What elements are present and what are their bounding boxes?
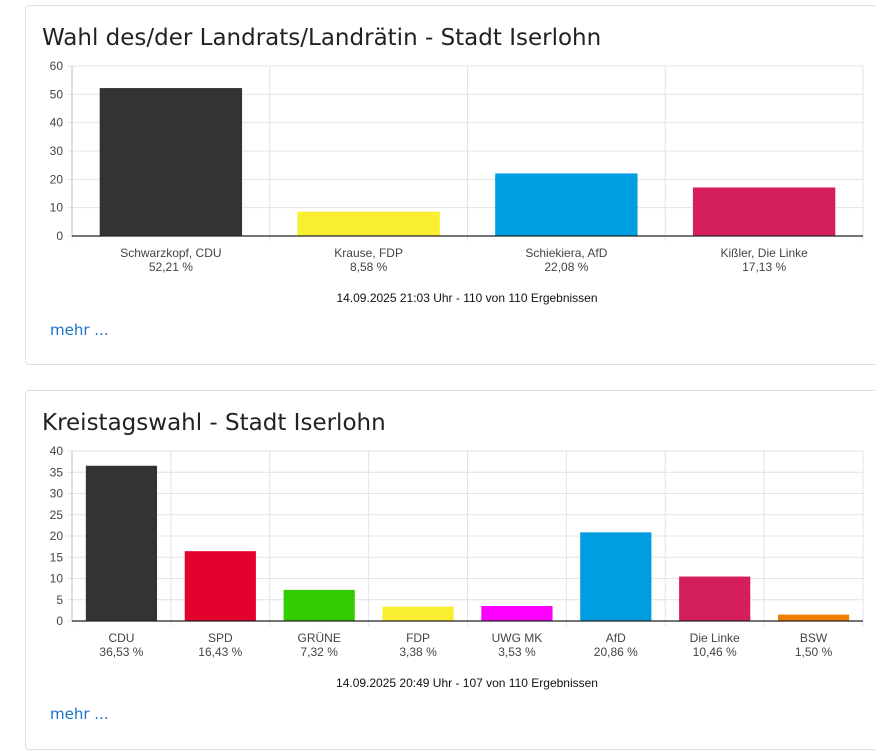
bar-afd (580, 532, 652, 621)
kreistag-bar-chart: 0 5 10 15 20 25 30 35 40 CDU 36,53 % SPD 16,43 % GRÜN… (26, 443, 875, 708)
y-tick-label: 25 (50, 508, 64, 522)
value-label: 20,86 % (594, 645, 638, 659)
landrat-election-card: Wahl des/der Landrats/Landrätin - Stadt … (25, 5, 875, 365)
value-label: 16,43 % (198, 645, 242, 659)
y-tick-label: 40 (50, 116, 64, 130)
bar-gr-ne (283, 589, 355, 621)
chart-footnote: 14.09.2025 21:03 Uhr - 110 von 110 Ergeb… (336, 291, 597, 305)
value-label: 22,08 % (544, 260, 588, 274)
bar-schwarzkopf-cdu (99, 88, 243, 236)
value-label: 3,38 % (399, 645, 437, 659)
category-label: GRÜNE (298, 631, 341, 645)
landrat-more-link[interactable]: mehr ... (50, 321, 109, 339)
y-tick-label: 10 (50, 572, 64, 586)
category-label: BSW (800, 631, 828, 645)
y-tick-label: 50 (50, 87, 64, 101)
y-tick-label: 5 (56, 593, 63, 607)
landrat-chart-title: Wahl des/der Landrats/Landrätin - Stadt … (42, 25, 602, 51)
y-tick-label: 40 (50, 444, 64, 458)
category-label: Die Linke (690, 631, 740, 645)
landrat-bar-chart: 0 10 20 30 40 50 60 Schwarzkopf, CDU 52,21 % Krau… (26, 58, 875, 323)
y-tick-label: 30 (50, 144, 64, 158)
category-label: Schiekiera, AfD (525, 246, 607, 260)
value-label: 1,50 % (795, 645, 833, 659)
kreistag-election-card: Kreistagswahl - Stadt Iserlohn 0 5 10 15 20 2… (25, 390, 875, 750)
y-tick-label: 20 (50, 172, 64, 186)
y-tick-label: 35 (50, 465, 64, 479)
y-tick-label: 15 (50, 550, 64, 564)
y-tick-label: 30 (50, 487, 64, 501)
value-label: 52,21 % (149, 260, 193, 274)
y-tick-label: 10 (50, 201, 64, 215)
bar-fdp (382, 606, 454, 621)
bar-krause-fdp (297, 211, 440, 236)
category-label: AfD (606, 631, 626, 645)
y-tick-label: 20 (50, 529, 64, 543)
value-label: 10,46 % (693, 645, 737, 659)
bar-spd (184, 551, 256, 621)
value-label: 17,13 % (742, 260, 786, 274)
y-tick-label: 0 (56, 229, 63, 243)
value-label: 3,53 % (498, 645, 536, 659)
category-label: Kißler, Die Linke (720, 246, 808, 260)
bar-die-linke (679, 576, 751, 621)
bar-ki-ler-die-linke (692, 187, 836, 236)
category-label: SPD (208, 631, 233, 645)
category-label: CDU (108, 631, 134, 645)
bar-uwg-mk (481, 605, 553, 621)
bar-bsw (777, 614, 850, 621)
y-tick-label: 0 (56, 614, 63, 628)
value-label: 36,53 % (99, 645, 143, 659)
chart-footnote: 14.09.2025 20:49 Uhr - 107 von 110 Ergeb… (336, 676, 598, 690)
y-tick-label: 60 (50, 59, 64, 73)
bar-schiekiera-afd (495, 173, 638, 236)
kreistag-more-link[interactable]: mehr ... (50, 705, 109, 723)
bar-cdu (85, 465, 158, 621)
value-label: 7,32 % (301, 645, 339, 659)
category-label: Schwarzkopf, CDU (120, 246, 221, 260)
kreistag-chart-title: Kreistagswahl - Stadt Iserlohn (42, 410, 386, 436)
category-label: UWG MK (492, 631, 543, 645)
value-label: 8,58 % (350, 260, 388, 274)
category-label: FDP (406, 631, 430, 645)
category-label: Krause, FDP (334, 246, 403, 260)
